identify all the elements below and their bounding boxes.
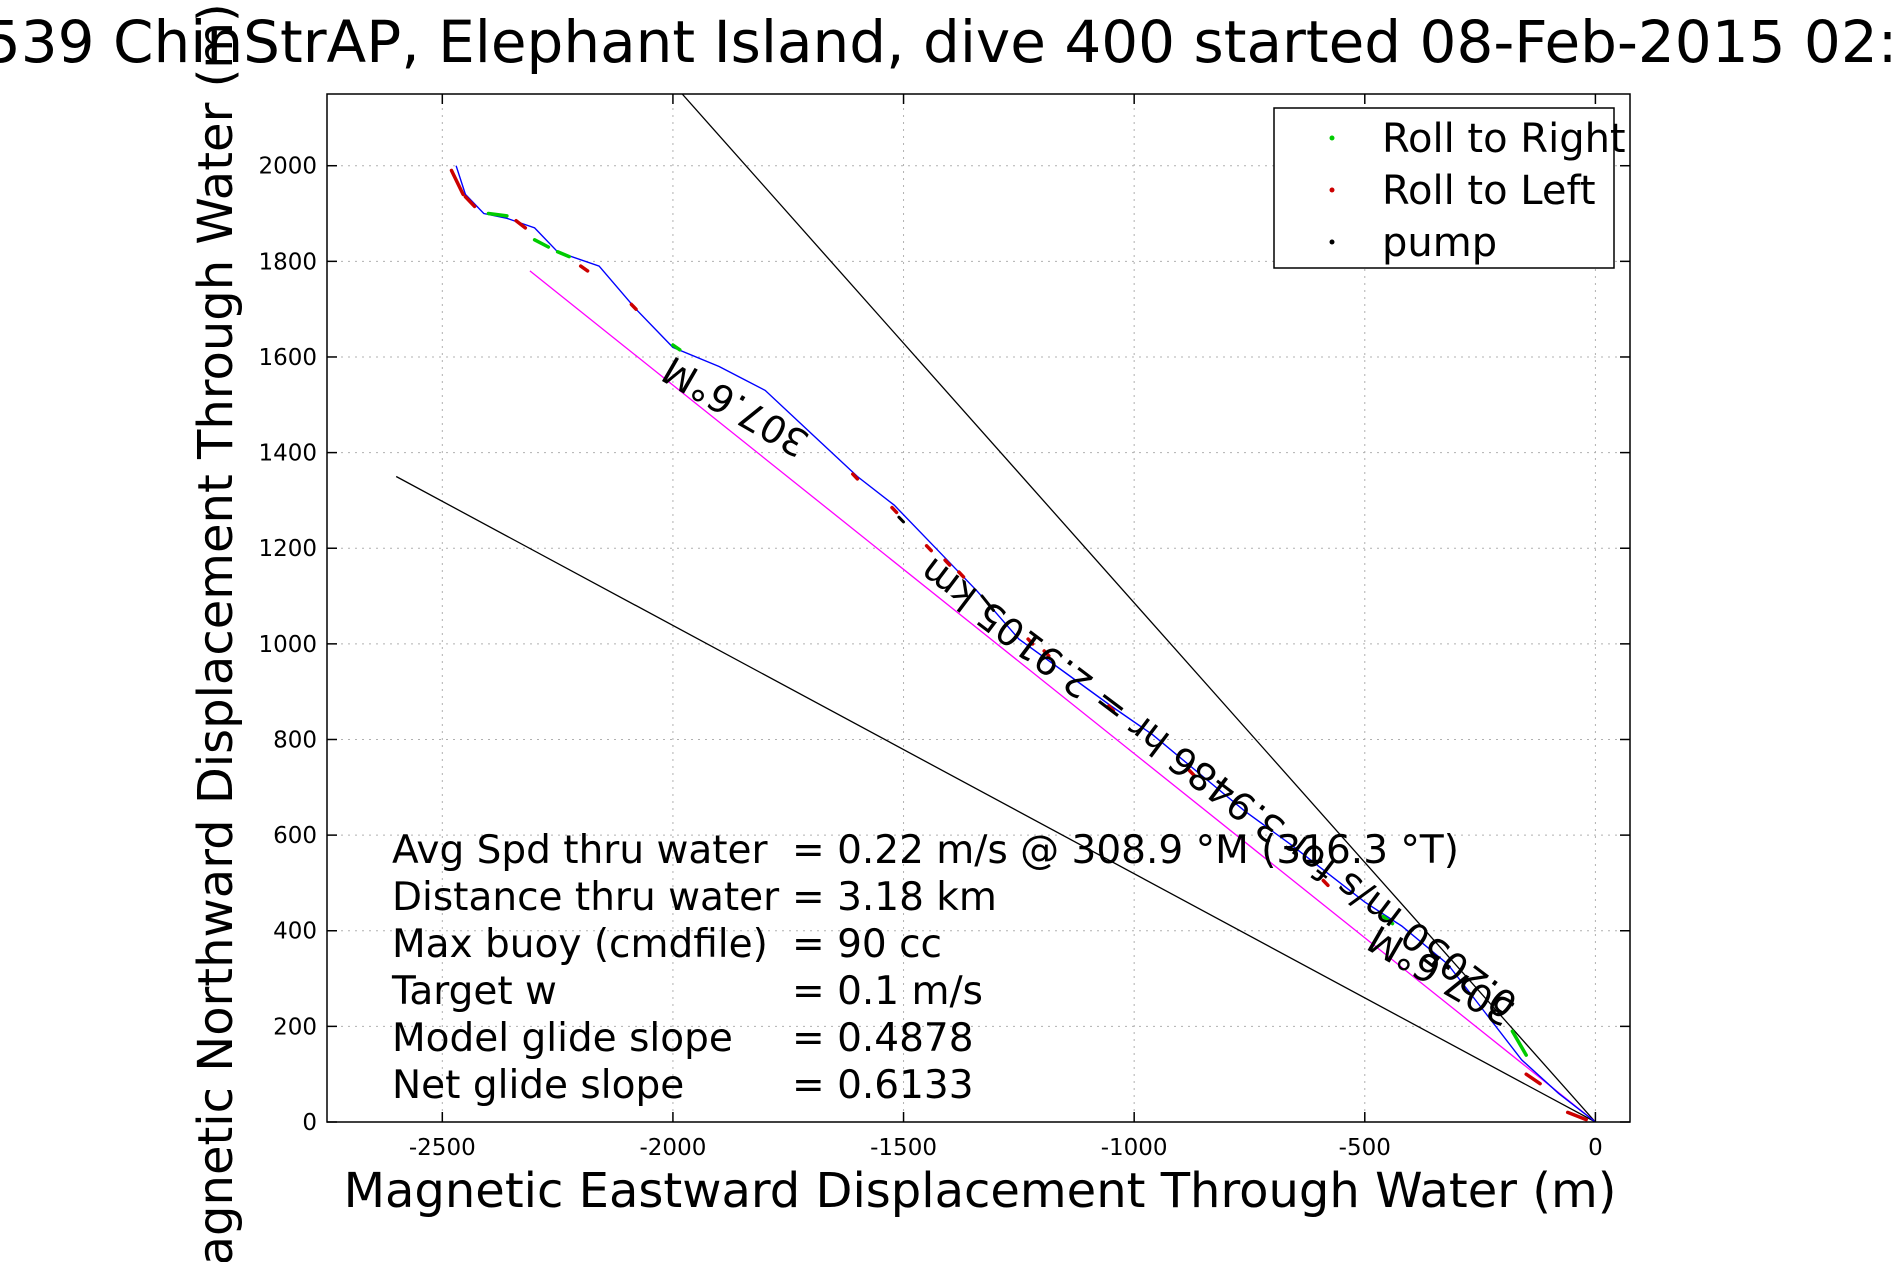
roll-left-segment (943, 558, 952, 567)
x-axis-title: Magnetic Eastward Displacement Through W… (344, 1163, 1617, 1219)
roll-right-segment (532, 238, 551, 249)
x-tick-label: -1500 (870, 1135, 937, 1161)
y-tick-label: 800 (273, 727, 317, 753)
y-axis-title: Magnetic Northward Displacement Through … (188, 3, 244, 1262)
roll-left-segment (514, 218, 528, 230)
roll-left-segment (1321, 878, 1330, 888)
stat-value: = 0.4878 (792, 1016, 974, 1061)
roll-left-segment (924, 544, 933, 553)
plot-frame (326, 93, 1631, 1123)
y-tick-label: 200 (273, 1014, 317, 1040)
legend-label: Roll to Left (1382, 168, 1596, 214)
stat-label: Target w (391, 969, 557, 1014)
roll-left-segment (851, 472, 860, 481)
y-tick-label: 2000 (258, 154, 317, 180)
x-axis-ticks: -2500 -2000 -1500 -1000 -500 0 (409, 94, 1603, 1161)
legend-label: Roll to Right (1382, 116, 1626, 162)
reference-line-1 (395, 475, 1596, 1122)
roll-right-segment (1381, 914, 1395, 926)
roll-left-segment (1026, 637, 1035, 646)
stats-block: Avg Spd thru water = 0.22 m/s @ 308.9 °M … (391, 828, 1459, 1108)
roll-left-segment (629, 302, 638, 311)
legend-label: pump (1382, 220, 1497, 266)
roll-right-segment (555, 250, 571, 259)
roll-right-segment (486, 211, 509, 218)
roll-left-segment (463, 195, 477, 209)
roll-left-segment (1524, 1072, 1542, 1086)
roll-left-segment (578, 264, 590, 273)
x-tick-label: -2500 (409, 1135, 476, 1161)
chart-title: G539 ChinStrAP, Elephant Island, dive 40… (0, 8, 1891, 76)
stat-label: Avg Spd thru water (392, 828, 769, 873)
pump-segment (897, 515, 905, 524)
legend: Roll to Right Roll to Left pump (1273, 107, 1626, 269)
x-tick-label: -1000 (1101, 1135, 1168, 1161)
stat-value: = 3.18 km (792, 875, 997, 920)
roll-left-segment (449, 168, 465, 197)
stat-label: Distance thru water (392, 875, 780, 920)
reference-lines (395, 94, 1596, 1122)
reference-line-2 (529, 270, 1596, 1122)
stat-value: = 0.22 m/s @ 308.9 °M (316.3 °T) (792, 828, 1459, 873)
roll-left-segment (890, 505, 899, 515)
y-tick-label: 1600 (258, 345, 317, 371)
legend-marker (1329, 239, 1335, 245)
roll-left-segment (1565, 1110, 1588, 1122)
stat-value: = 0.1 m/s (792, 969, 983, 1014)
y-tick-label: 1400 (258, 441, 317, 467)
y-tick-label: 1000 (258, 632, 317, 658)
x-tick-label: -500 (1339, 1135, 1391, 1161)
reference-line-0 (681, 94, 1596, 1122)
roll-right-segment (1510, 1029, 1528, 1057)
roll-pump-markers (449, 168, 1588, 1122)
pump-segment (980, 594, 995, 612)
y-axis-ticks: 0 200 400 600 800 1000 1200 1400 1600 1800 2000 (258, 154, 1630, 1136)
x-tick-label: 0 (1588, 1135, 1603, 1161)
y-tick-label: 1800 (258, 249, 317, 275)
roll-left-segment (957, 570, 966, 579)
stat-label: Model glide slope (392, 1016, 733, 1061)
x-tick-label: -2000 (640, 1135, 707, 1161)
y-tick-label: 1200 (258, 536, 317, 562)
roll-left-segment (1042, 649, 1051, 658)
roll-left-segment (1107, 704, 1116, 713)
y-tick-label: 0 (302, 1110, 317, 1136)
y-tick-label: 600 (273, 823, 317, 849)
grid-lines (327, 94, 1630, 1123)
y-tick-label: 400 (273, 919, 317, 945)
stat-value: = 90 cc (792, 922, 942, 967)
legend-marker (1329, 187, 1335, 193)
stat-label: Max buoy (cmdfile) (392, 922, 768, 967)
legend-marker (1329, 135, 1335, 141)
roll-left-segment (1187, 768, 1196, 778)
stat-label: Net glide slope (392, 1063, 684, 1108)
stat-value: = 0.6133 (792, 1063, 974, 1108)
roll-right-segment (671, 343, 682, 352)
